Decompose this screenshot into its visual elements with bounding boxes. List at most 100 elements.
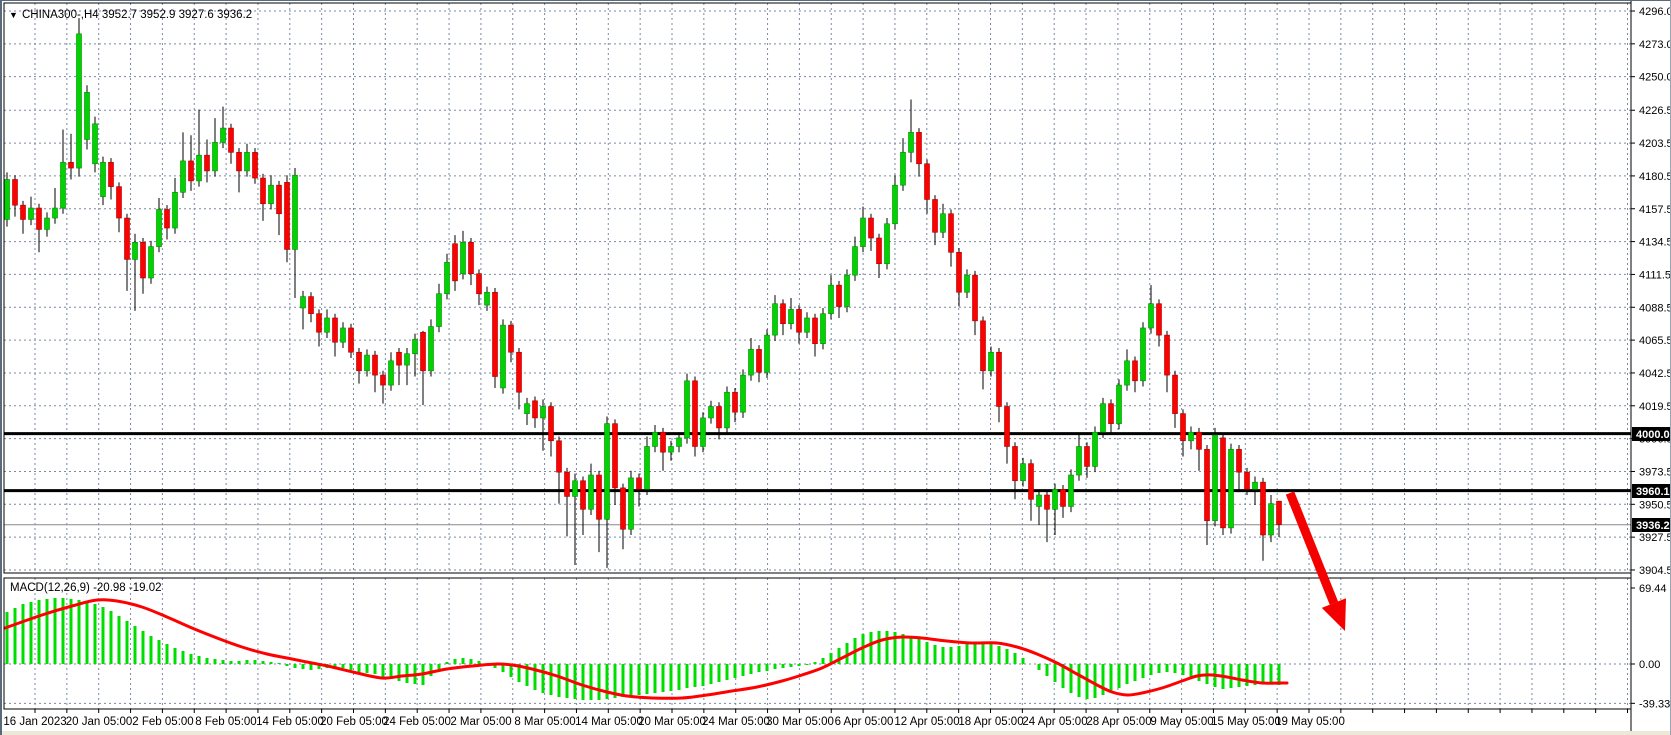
time-tick-label: 8 Feb 05:00	[195, 716, 256, 728]
candle-body	[484, 291, 490, 306]
candle-body	[4, 179, 10, 220]
candle-body	[828, 284, 834, 314]
time-tick-label: 20 Mar 05:00	[638, 716, 706, 728]
candle-body	[1124, 360, 1130, 386]
candle-body	[60, 162, 66, 209]
candle-body	[252, 152, 258, 179]
candle-body	[1140, 327, 1146, 382]
symbol-dropdown-icon[interactable]: ▼	[9, 10, 18, 20]
candle-body	[332, 317, 338, 343]
candle-body	[12, 179, 18, 206]
trend-arrow-shaft[interactable]	[1285, 491, 1339, 605]
candle-body	[844, 274, 850, 307]
time-tick-label: 30 Mar 05:00	[766, 716, 834, 728]
time-tick-label: 14 Feb 05:00	[256, 716, 324, 728]
price-tick-label: 3904.5	[1639, 565, 1671, 577]
time-tick-label: 19 May 05:00	[1275, 716, 1345, 728]
candle-body	[308, 296, 314, 314]
candle-body	[236, 152, 242, 172]
candle-body	[628, 477, 634, 530]
candle-body	[932, 199, 938, 233]
candle-body	[1036, 494, 1042, 507]
time-tick-label: 20 Feb 05:00	[320, 716, 388, 728]
candle-body	[948, 213, 954, 253]
candle-body	[468, 242, 474, 275]
candle-body	[204, 154, 210, 172]
candle-body	[228, 127, 234, 153]
trend-arrow-layer[interactable]	[1285, 491, 1346, 631]
candle-body	[836, 284, 842, 307]
price-tick-label: 3973.5	[1639, 466, 1671, 478]
candle-body	[1108, 403, 1114, 424]
candle-body	[476, 273, 482, 295]
time-tick-label: 14 Mar 05:00	[575, 716, 643, 728]
candle-body	[644, 446, 650, 490]
candle-body	[1220, 437, 1226, 529]
time-tick-label: 18 Apr 05:00	[958, 716, 1023, 728]
badge-label: 3936.2	[1636, 520, 1670, 532]
time-tick-label: 6 Apr 05:00	[835, 716, 894, 728]
candle-body	[1092, 431, 1098, 467]
price-tick-label: 3927.5	[1639, 532, 1671, 544]
candle-body	[1012, 446, 1018, 482]
candle-body	[908, 132, 914, 153]
badge-label: 4000.0	[1636, 429, 1670, 441]
window-bottom-strip	[2, 731, 1670, 735]
price-tick-label: 4250.0	[1639, 72, 1671, 84]
candle-body	[548, 406, 554, 442]
candle-body	[380, 374, 386, 386]
candle-body	[724, 391, 730, 429]
candle-body	[1156, 303, 1162, 336]
candle-body	[588, 474, 594, 510]
axes-layer[interactable]: 4296.0 4273.0 4250.0 4226.5 4203.5 4180.5 4157…	[3, 6, 1671, 728]
candle-body	[372, 354, 378, 376]
candle-body	[1060, 489, 1066, 507]
candle-body	[860, 217, 866, 247]
hline-layer[interactable]	[4, 432, 1631, 526]
time-tick-label: 24 Mar 05:00	[702, 716, 770, 728]
candle-body	[996, 351, 1002, 407]
candle-body	[916, 132, 922, 165]
candle-body	[668, 446, 674, 453]
candle-body	[684, 380, 690, 439]
candle-body	[1020, 463, 1026, 482]
price-tick-label: 4019.5	[1639, 401, 1671, 413]
candle-body	[260, 177, 266, 205]
candle-body	[436, 293, 442, 327]
candle-body	[940, 213, 946, 233]
candle-body	[1276, 500, 1282, 526]
candle-body	[1212, 434, 1218, 522]
macd-scale-label: 0.00	[1639, 659, 1660, 671]
price-tick-label: 4226.5	[1639, 105, 1671, 117]
price-tick-label: 4180.5	[1639, 171, 1671, 183]
candle-body	[1268, 503, 1274, 536]
candle-body	[772, 303, 778, 336]
candle-body	[1236, 449, 1242, 473]
candle-body	[92, 123, 98, 165]
badge-bg	[1632, 427, 1670, 441]
candle-body	[580, 480, 586, 510]
time-tick-label: 12 Apr 05:00	[894, 716, 959, 728]
trend-arrow-head[interactable]	[1321, 598, 1346, 631]
candle-body	[396, 351, 402, 366]
candle-body	[1100, 403, 1106, 433]
candle-body	[924, 163, 930, 200]
candle-body	[636, 477, 642, 490]
candle-body	[340, 327, 346, 343]
candle-body	[804, 317, 810, 333]
candle-body	[44, 217, 50, 230]
candle-body	[1180, 413, 1186, 442]
candle-body	[84, 92, 90, 140]
hline-price-badge-3960: 3960.1	[1632, 484, 1670, 498]
candle-body	[100, 162, 106, 197]
symbol-ohlc-title: CHINA300-,H4 3952.7 3952.9 3927.6 3936.2	[22, 9, 252, 21]
candle-body	[612, 423, 618, 489]
time-tick-label: 8 Mar 05:00	[514, 716, 575, 728]
candle-body	[852, 246, 858, 276]
time-tick-label: 2 Feb 05:00	[132, 716, 193, 728]
candle-body	[460, 242, 466, 275]
time-tick-label: 15 May 05:00	[1211, 716, 1281, 728]
candle-body	[1164, 334, 1170, 376]
candle-body	[292, 174, 298, 250]
